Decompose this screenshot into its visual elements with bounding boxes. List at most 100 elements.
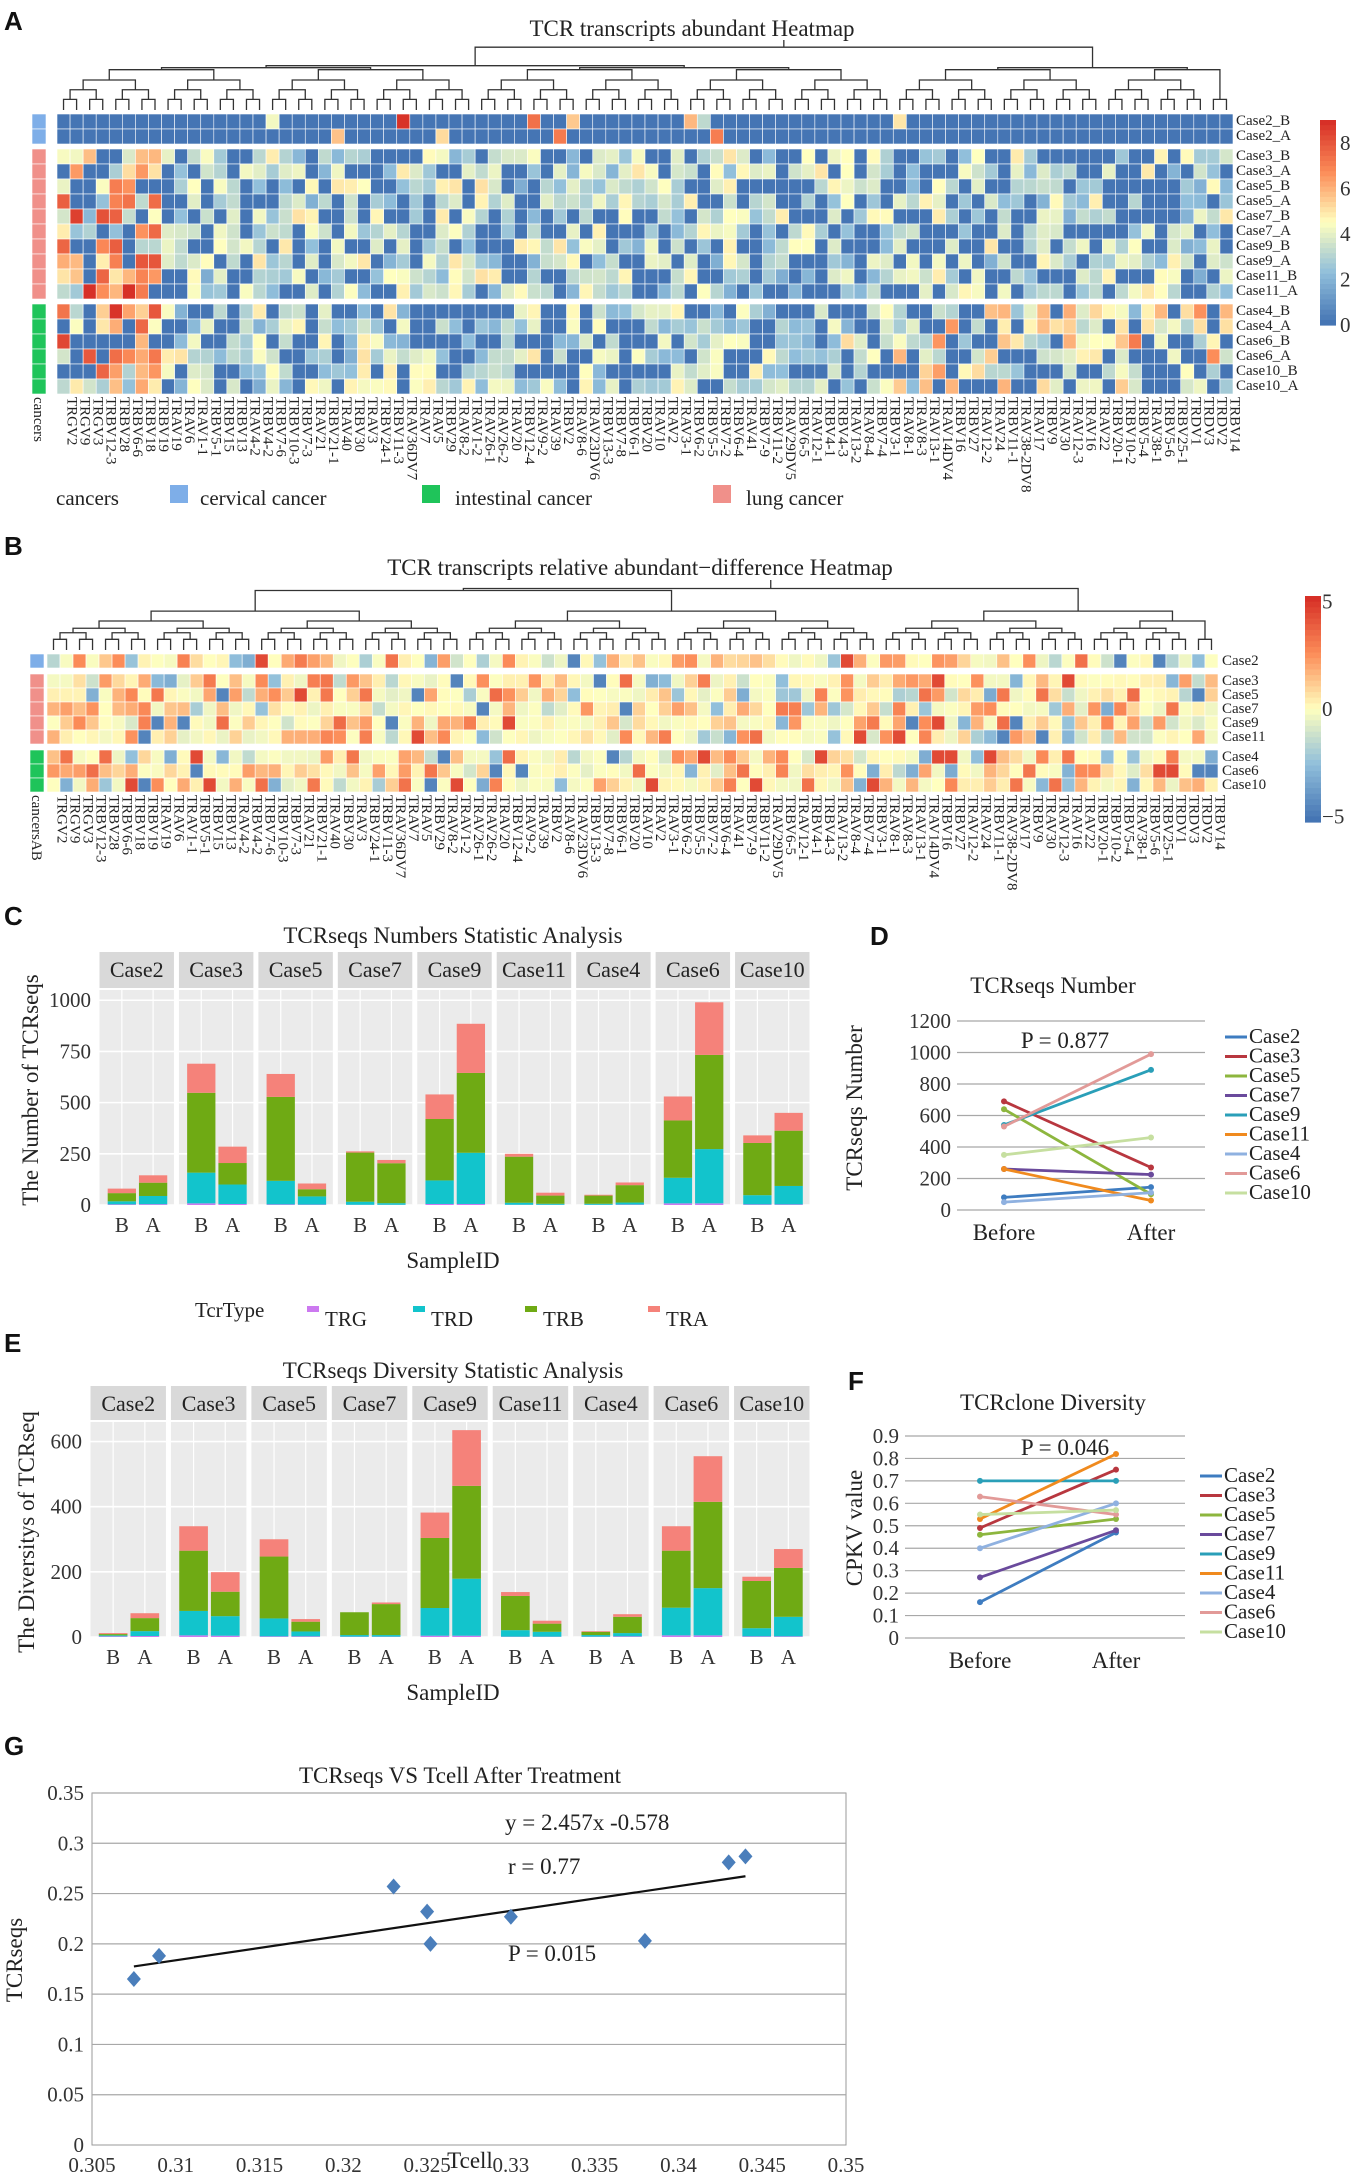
heatmap-b-cell — [840, 673, 854, 689]
heatmap-a-cell — [696, 208, 711, 225]
heatmap-b-cell — [749, 729, 763, 745]
heatmap-b-cell — [710, 763, 724, 779]
heatmap-a-cell — [239, 163, 254, 180]
x-tick-label: A — [781, 1645, 797, 1669]
heatmap-a-cell — [291, 223, 306, 240]
heatmap-b-cell — [554, 687, 568, 703]
heatmap-a-cell — [357, 148, 371, 165]
heatmap-b-col-label: TRGV2 — [54, 795, 70, 843]
panel-a-dendrogram-link — [187, 79, 241, 90]
panel-b-dendrogram-link — [391, 638, 406, 650]
panel-d-pvalue: P = 0.877 — [1021, 1028, 1109, 1053]
heatmap-b-cell — [137, 715, 152, 731]
heatmap-b-row-label: Case5 — [1222, 687, 1259, 703]
panel-a-dendrogram-link — [944, 69, 1051, 80]
heatmap-b-col-label: TRBV11-2 — [756, 795, 772, 862]
heatmap-a-cell — [749, 148, 763, 165]
heatmap-a-col-label: TRGV3 — [90, 397, 106, 445]
heatmap-a-cell — [527, 178, 541, 195]
heatmap-a-cell — [683, 178, 698, 195]
heatmap-b-cell — [124, 763, 139, 779]
heatmap-b-cell — [1035, 701, 1050, 717]
heatmap-a-cell — [814, 283, 829, 300]
colorbar-a-segment — [1320, 120, 1336, 126]
heatmap-b-cell — [827, 687, 841, 703]
colorbar-b-segment — [1305, 686, 1321, 693]
heatmap-a-cell — [370, 238, 384, 255]
heatmap-b-col-label: TRAV16 — [1068, 795, 1084, 849]
heatmap-b-cell — [645, 729, 659, 745]
heatmap-a-col-label: TRDV3 — [1200, 397, 1216, 445]
bar-segment-trb — [584, 1195, 613, 1204]
heatmap-b-cell — [840, 715, 854, 731]
heatmap-a-cell — [801, 318, 816, 335]
heatmap-a-cell — [579, 163, 594, 180]
heatmap-b-cell — [1139, 763, 1154, 779]
heatmap-a-cell — [108, 348, 123, 365]
bar-segment-tra — [291, 1619, 321, 1622]
heatmap-b-cell — [371, 715, 386, 731]
heatmap-a-cell — [814, 268, 829, 285]
heatmap-a-cell — [958, 163, 972, 180]
heatmap-a-cell — [174, 148, 188, 165]
colorbar-b-segment — [1305, 799, 1321, 806]
heatmap-a-cell — [383, 208, 398, 225]
heatmap-a-cell — [304, 193, 319, 210]
heatmap-a-cell — [579, 303, 594, 320]
heatmap-b-cell — [1139, 715, 1154, 731]
heatmap-b-cell — [411, 763, 425, 779]
heatmap-a-cell — [213, 113, 228, 130]
heatmap-a-cell — [108, 303, 123, 320]
heatmap-a-cell — [252, 113, 267, 130]
heatmap-a-row-label: Case6_B — [1236, 333, 1290, 349]
heatmap-a-cell — [736, 348, 750, 365]
heatmap-a-cell — [448, 333, 463, 350]
heatmap-a-cell — [500, 318, 515, 335]
colorbar-a-tick: 2 — [1340, 267, 1351, 291]
heatmap-a-cell — [422, 268, 437, 285]
heatmap-a-cell — [723, 113, 737, 130]
x-tick-label: A — [304, 1213, 320, 1237]
row-annotation-cell — [31, 193, 47, 210]
heatmap-b-cell — [1204, 687, 1219, 703]
heatmap-a-cell — [331, 193, 345, 210]
heatmap-b-cell — [150, 729, 165, 745]
panel-a-dendrogram-link — [957, 89, 986, 100]
colorbar-b-segment — [1305, 731, 1321, 738]
heatmap-b-cell — [775, 715, 789, 731]
row-annotation-cell — [31, 208, 47, 225]
heatmap-b-cell — [306, 763, 321, 779]
colorbar-b-segment — [1305, 641, 1321, 648]
facet-strip-label: Case10 — [740, 957, 805, 982]
colorbar-b-segment — [1305, 697, 1321, 704]
heatmap-b-cell — [996, 715, 1011, 731]
heatmap-b-cell — [397, 763, 412, 779]
heatmap-b-cell — [944, 729, 959, 745]
legend-label-case3: Case3 — [1224, 1483, 1275, 1507]
heatmap-a-cell — [971, 113, 986, 130]
heatmap-a-cell — [618, 223, 633, 240]
heatmap-b-cell — [137, 687, 152, 703]
heatmap-a-cell — [69, 268, 84, 285]
heatmap-a-cell — [161, 208, 175, 225]
x-tick-label: 0.33 — [493, 2153, 530, 2172]
heatmap-b-cell — [345, 715, 360, 731]
heatmap-b-cell — [111, 673, 126, 689]
heatmap-b-cell — [1074, 673, 1089, 689]
row-annotation-cell — [31, 238, 47, 255]
heatmap-a-cell — [1036, 283, 1051, 300]
heatmap-a-cell — [1180, 163, 1195, 180]
heatmap-b-cell — [931, 777, 946, 793]
heatmap-a-cell — [318, 253, 332, 270]
heatmap-b-cell — [723, 701, 737, 717]
heatmap-a-cell — [866, 208, 881, 225]
heatmap-b-cell — [463, 729, 477, 745]
heatmap-b-cell — [996, 763, 1011, 779]
heatmap-a-cell — [618, 148, 633, 165]
bar-segment-tra — [218, 1146, 247, 1164]
heatmap-a-cell — [879, 268, 894, 285]
heatmap-b-cell — [593, 729, 607, 745]
heatmap-a-cell — [670, 363, 685, 380]
heatmap-a-cell — [396, 148, 411, 165]
heatmap-b-cell — [567, 729, 581, 745]
